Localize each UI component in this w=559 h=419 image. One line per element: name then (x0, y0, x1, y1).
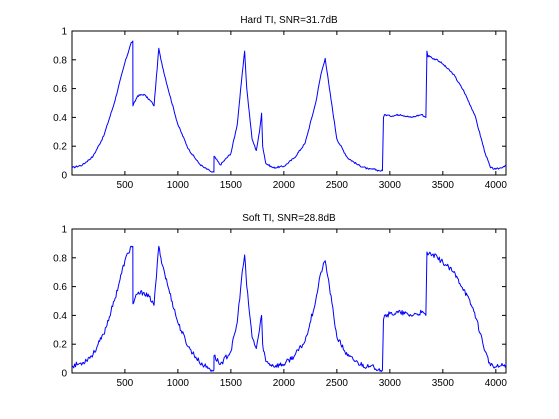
series-line (71, 40, 507, 173)
axes-box (71, 30, 507, 176)
y-tick-label: 0.2 (53, 340, 67, 351)
y-tick-label: 0.2 (53, 142, 67, 153)
y-tick-label: 0.4 (53, 311, 67, 322)
x-tick-label: 500 (117, 378, 134, 389)
axes-box (71, 228, 507, 374)
x-tick-label: 1000 (167, 378, 190, 389)
x-tick-label: 1500 (220, 378, 243, 389)
x-tick-label: 3500 (432, 378, 455, 389)
plot-hard-ti: Hard TI, SNR=31.7dB 500 1000 1500 2000 2500 30… (53, 15, 507, 191)
x-tick-label: 3000 (379, 180, 402, 191)
x-tick-label: 3500 (432, 180, 455, 191)
plot-soft-ti: Soft TI, SNR=28.8dB 500 1000 1500 2000 2500 30… (53, 213, 507, 389)
x-tick-label: 4000 (485, 378, 508, 389)
x-tick-label: 1500 (220, 180, 243, 191)
x-tick-label: 2500 (326, 180, 349, 191)
y-tick-label: 0.6 (53, 84, 67, 95)
y-tick-label: 0 (61, 171, 67, 182)
y-tick-label: 0.4 (53, 113, 67, 124)
x-tick-label: 500 (117, 180, 134, 191)
series-line (71, 245, 507, 372)
x-tick-label: 1000 (167, 180, 190, 191)
x-tick-label: 3000 (379, 378, 402, 389)
x-tick-label: 4000 (485, 180, 508, 191)
y-tick-label: 0 (61, 369, 67, 380)
y-tick-label: 1 (61, 27, 67, 38)
x-tick-label: 2500 (326, 378, 349, 389)
chart-title: Hard TI, SNR=31.7dB (240, 15, 338, 26)
y-tick-label: 0.6 (53, 282, 67, 293)
chart-title: Soft TI, SNR=28.8dB (242, 213, 336, 224)
y-tick-label: 1 (61, 225, 67, 236)
y-tick-label: 0.8 (53, 253, 67, 264)
x-tick-label: 2000 (273, 180, 296, 191)
y-tick-label: 0.8 (53, 55, 67, 66)
x-tick-label: 2000 (273, 378, 296, 389)
